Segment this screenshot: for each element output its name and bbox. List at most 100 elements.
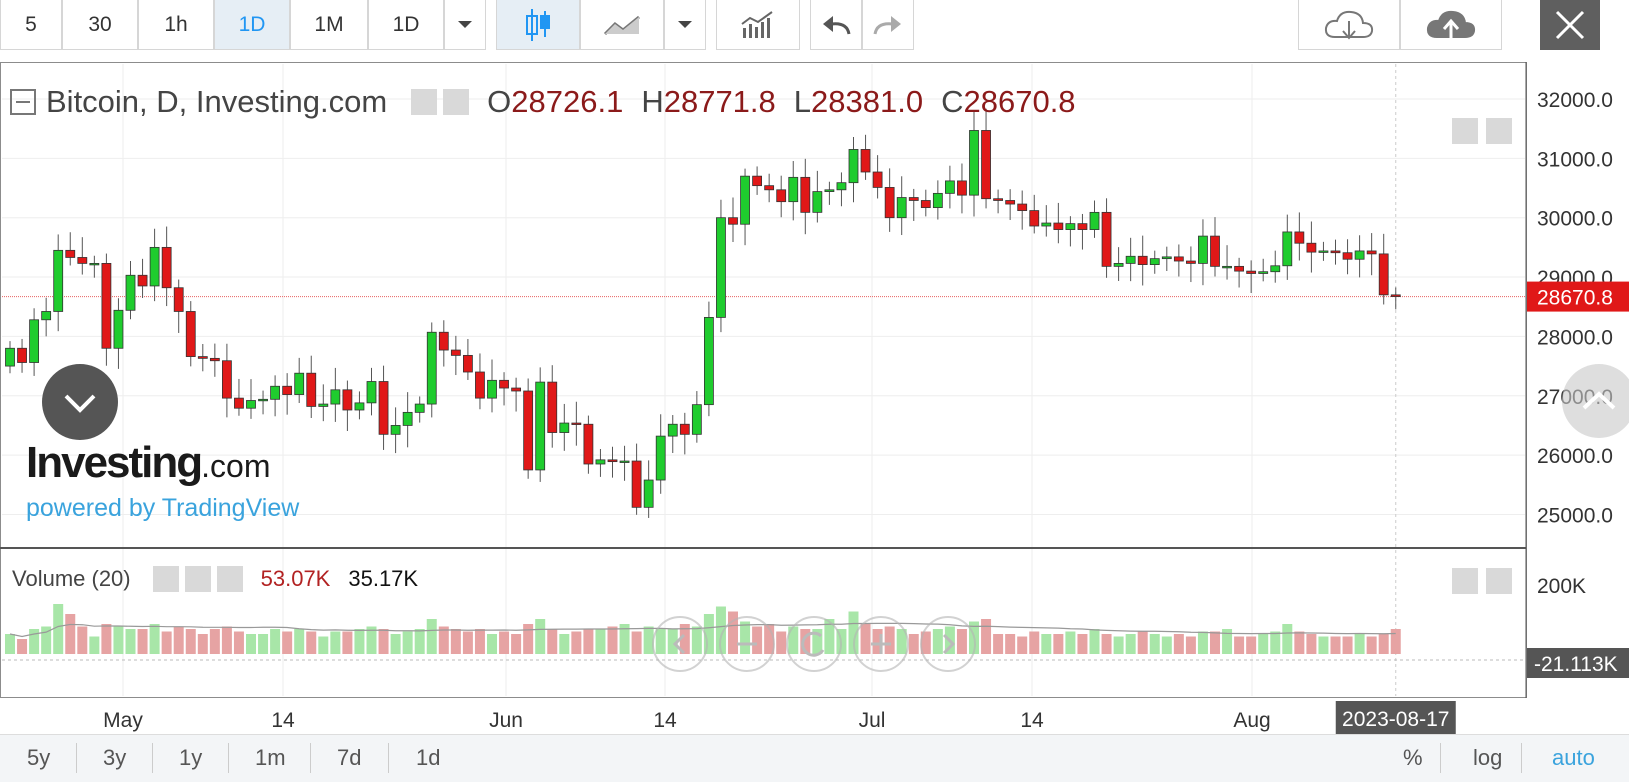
separator <box>1521 743 1522 773</box>
volume-bar <box>65 614 76 654</box>
maximize-pane-icon[interactable] <box>1486 118 1513 144</box>
volume-bar <box>1342 636 1353 654</box>
reset-icon <box>801 631 825 657</box>
volume-bar <box>209 629 220 654</box>
volume-bar <box>1125 634 1136 654</box>
interval-5[interactable]: 5 <box>0 0 62 50</box>
volume-bar <box>450 629 461 654</box>
range-3y[interactable]: 3y <box>103 745 127 770</box>
candlestick-icon <box>526 8 550 41</box>
style-dropdown[interactable] <box>664 0 706 50</box>
candle-body <box>1077 223 1088 230</box>
candle-body <box>667 423 678 437</box>
redo-button[interactable] <box>862 0 914 50</box>
range-5y[interactable]: 5y <box>27 745 51 770</box>
candle-body <box>1101 211 1112 267</box>
candle-body <box>137 274 148 287</box>
zoom-in-button[interactable] <box>853 616 909 672</box>
range-1m[interactable]: 1m <box>255 745 286 770</box>
auto-toggle[interactable]: auto <box>1552 745 1595 770</box>
interval-dropdown[interactable] <box>444 0 486 50</box>
candle-body <box>1378 253 1389 296</box>
reset-button[interactable] <box>786 616 842 672</box>
candle-body <box>306 372 317 407</box>
candle-body <box>234 397 244 409</box>
move-up-icon[interactable] <box>1452 568 1478 594</box>
candle-body <box>1390 294 1401 297</box>
last-price-label: 28670.8 <box>1537 287 1613 310</box>
candle-body <box>740 175 750 225</box>
volume-bar <box>246 634 256 654</box>
candle-body <box>945 180 955 194</box>
close-button[interactable] <box>1540 0 1600 50</box>
candle-body <box>631 460 642 508</box>
range-7d[interactable]: 7d <box>337 745 362 770</box>
zoom-out-button[interactable] <box>719 616 775 672</box>
range-1d[interactable]: 1d <box>416 745 441 770</box>
nav-left-button[interactable] <box>652 616 708 672</box>
candle-body <box>294 372 305 395</box>
indicators-icon <box>741 10 773 38</box>
volume-bar <box>1222 629 1233 654</box>
undo-icon <box>823 15 851 34</box>
volume-bar <box>53 604 64 654</box>
volume-bar <box>643 626 654 654</box>
candle-body <box>704 317 714 406</box>
volume-bar <box>161 631 172 654</box>
volume-bar <box>1017 636 1028 654</box>
interval-1m[interactable]: 1M <box>290 0 368 50</box>
collapse-legend-icon[interactable] <box>10 89 36 115</box>
candle-body <box>318 403 329 407</box>
chevron-down-icon <box>64 394 96 413</box>
volume-bar <box>1270 631 1281 654</box>
candle-body <box>125 274 136 311</box>
scroll-up-button[interactable] <box>1562 364 1629 438</box>
price-tick-label: 25000.0 <box>1537 504 1613 527</box>
volume-bar <box>89 636 100 654</box>
volume-bar <box>1137 631 1148 654</box>
nav-right-button[interactable] <box>920 616 976 672</box>
move-down-icon[interactable] <box>1452 118 1478 144</box>
maximize-volume-pane-icon[interactable] <box>1486 568 1513 594</box>
candles-style-button[interactable] <box>496 0 580 50</box>
interval-30[interactable]: 30 <box>62 0 138 50</box>
candle-body <box>1294 231 1305 244</box>
open-label: O <box>487 84 512 119</box>
volume-bar <box>1197 631 1208 654</box>
high-value: 28771.8 <box>663 84 776 119</box>
volume-bar <box>1390 629 1401 654</box>
chevron-down-icon <box>678 20 692 28</box>
volume-settings-icon[interactable] <box>184 566 211 592</box>
scroll-down-button[interactable] <box>42 364 118 440</box>
low-value: 28381.0 <box>811 84 924 119</box>
undo-button[interactable] <box>810 0 862 50</box>
candle-body <box>342 389 353 411</box>
candle-body <box>812 191 823 213</box>
volume-bar <box>149 624 160 654</box>
log-toggle[interactable]: log <box>1473 745 1503 770</box>
candle-body <box>716 217 726 318</box>
percent-toggle[interactable]: % <box>1403 745 1423 770</box>
candle-body <box>957 180 967 196</box>
line-style-button[interactable] <box>580 0 664 50</box>
candle-body <box>981 130 991 200</box>
interval-custom[interactable]: 1D <box>368 0 444 50</box>
indicators-button[interactable] <box>716 0 800 50</box>
volume-bar <box>1306 634 1317 654</box>
volume-remove-icon[interactable] <box>216 566 243 592</box>
candle-body <box>77 257 88 264</box>
candle-body <box>691 404 702 435</box>
upload-button[interactable] <box>1400 0 1502 50</box>
plus-icon <box>871 634 891 654</box>
interval-1d[interactable]: 1D <box>214 0 290 50</box>
settings-icon[interactable] <box>443 89 470 115</box>
visibility-icon[interactable] <box>411 89 438 115</box>
candle-body <box>547 381 558 433</box>
interval-1h[interactable]: 1h <box>138 0 214 50</box>
candle-body <box>1330 250 1341 254</box>
range-1y[interactable]: 1y <box>179 745 203 770</box>
candle-body <box>1029 210 1040 227</box>
volume-visibility-icon[interactable] <box>152 566 179 592</box>
candle-body <box>884 187 895 219</box>
download-button[interactable] <box>1298 0 1400 50</box>
